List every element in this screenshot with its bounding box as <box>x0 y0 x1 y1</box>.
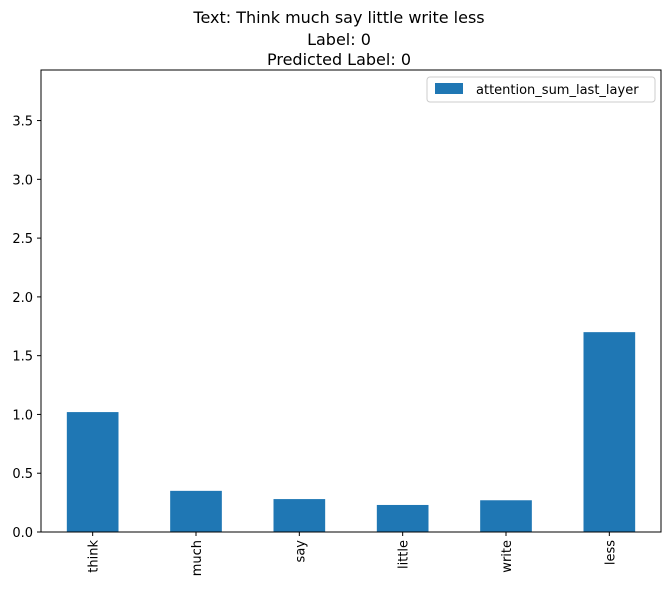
bar-less <box>583 332 636 532</box>
legend-swatch <box>435 83 463 94</box>
y-tick-label: 3.5 <box>12 115 33 130</box>
x-tick-label-say: say <box>293 540 308 563</box>
x-tick-label-much: much <box>190 540 205 576</box>
chart-title-line-3: Predicted Label: 0 <box>267 50 411 69</box>
y-tick-label: 0.5 <box>12 467 33 482</box>
bar-much <box>170 490 222 532</box>
y-tick-label: 2.5 <box>12 232 33 247</box>
bar-little <box>376 504 429 532</box>
chart-title-line-2: Label: 0 <box>307 30 371 49</box>
legend-label: attention_sum_last_layer <box>476 83 639 98</box>
x-axis: think much say little write less <box>87 532 618 576</box>
legend-frame <box>426 76 656 103</box>
bar-write <box>480 500 532 532</box>
y-tick-label: 1.0 <box>12 408 33 423</box>
y-tick-label: 0.0 <box>12 526 33 541</box>
x-tick-label-write: write <box>500 540 515 573</box>
bars-group <box>66 332 636 532</box>
bar-think <box>66 412 119 532</box>
legend: attention_sum_last_layer <box>426 76 656 103</box>
x-tick-label-less: less <box>603 540 618 565</box>
plot-frame <box>40 69 662 533</box>
y-tick-label: 1.5 <box>12 350 33 365</box>
y-axis: 0.0 0.5 1.0 1.5 2.0 2.5 3.0 3.5 <box>12 115 41 541</box>
x-tick-label-think: think <box>87 540 102 573</box>
x-tick-label-little: little <box>397 540 412 569</box>
chart-title-line-1: Text: Think much say little write less <box>192 8 484 27</box>
y-tick-label: 3.0 <box>12 173 33 188</box>
y-tick-label: 2.0 <box>12 291 33 306</box>
bar-say <box>273 499 326 532</box>
